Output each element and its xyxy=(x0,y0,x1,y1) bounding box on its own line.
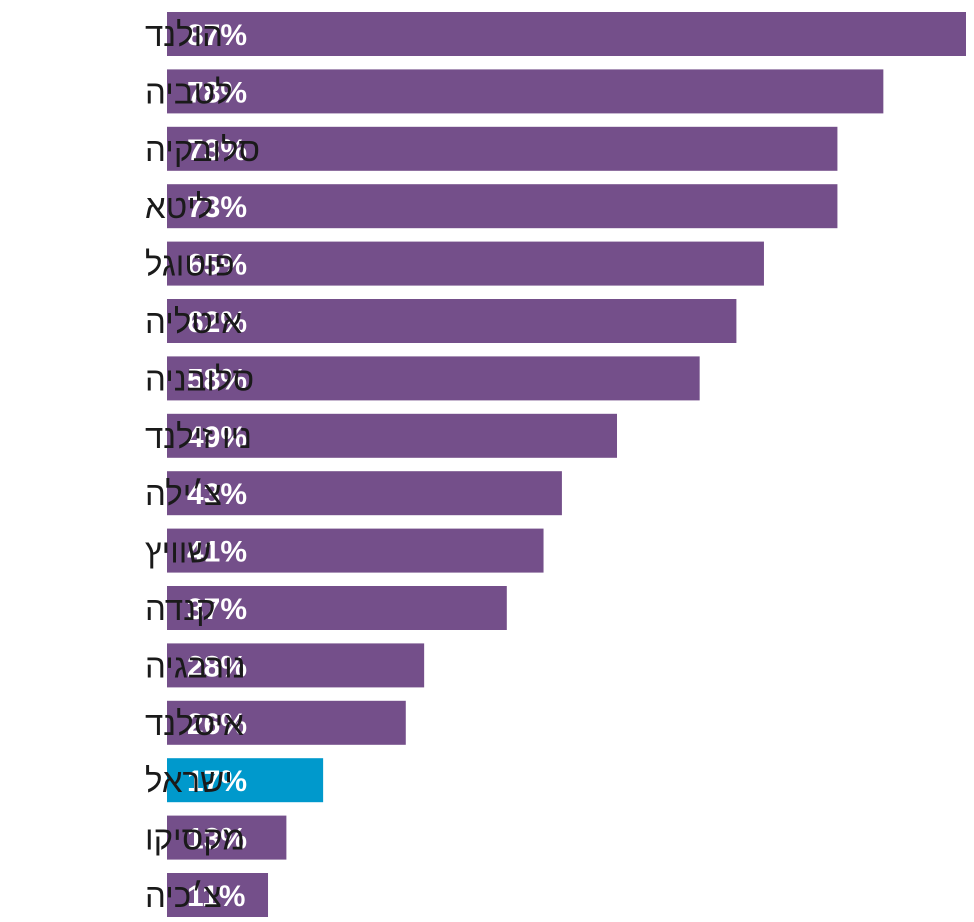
bar-12 xyxy=(167,700,406,745)
bar-7 xyxy=(167,413,618,458)
bar-14 xyxy=(167,815,287,860)
value-label-3: 73% xyxy=(187,191,247,224)
value-label-11: 28% xyxy=(187,650,247,683)
value-label-7: 49% xyxy=(187,421,247,454)
value-label-15: 11% xyxy=(187,880,245,913)
value-label-2: 73% xyxy=(187,134,247,167)
bar-9 xyxy=(167,528,544,573)
bar-11 xyxy=(167,643,425,688)
value-label-14: 13% xyxy=(187,823,247,856)
category-label-4: פוטוגל xyxy=(145,246,235,283)
value-label-13: 17% xyxy=(187,765,247,798)
category-label-1: לטביה xyxy=(145,73,233,110)
category-label-0: הולנד xyxy=(145,16,223,53)
category-label-5: איטליה xyxy=(145,303,242,340)
value-label-0: 87% xyxy=(187,19,247,52)
category-label-6: סלובניה xyxy=(145,360,254,397)
bar-2 xyxy=(167,126,838,171)
value-label-9: 41% xyxy=(187,536,247,569)
value-label-10: 37% xyxy=(187,593,247,626)
category-label-13: ישראל xyxy=(145,762,233,799)
category-label-10: קנדה xyxy=(145,590,216,627)
value-label-6: 58% xyxy=(187,363,247,396)
value-label-12: 26% xyxy=(187,708,247,741)
bar-15 xyxy=(167,873,269,917)
category-label-3: ליטא xyxy=(145,188,213,225)
value-label-8: 43% xyxy=(187,478,247,511)
category-label-15: צ׳כיה xyxy=(145,877,222,914)
category-label-11: נורבגיה xyxy=(145,647,246,684)
bar-3 xyxy=(167,184,838,229)
bar-13 xyxy=(167,758,324,803)
bar-0 xyxy=(167,12,966,56)
value-label-1: 78% xyxy=(187,76,247,109)
value-label-5: 62% xyxy=(187,306,247,339)
category-label-9: שוויץ xyxy=(145,533,211,570)
value-label-4: 65% xyxy=(187,249,247,282)
bar-5 xyxy=(167,299,737,343)
category-label-7: ניו זילנד xyxy=(145,418,252,455)
category-label-8: צ׳ילה xyxy=(145,475,222,512)
category-label-12: איסלנד xyxy=(145,705,244,742)
bar-1 xyxy=(167,69,884,114)
bar-8 xyxy=(167,471,562,516)
bar-6 xyxy=(167,356,700,401)
category-label-2: סלובקיה xyxy=(145,131,260,168)
bar-4 xyxy=(167,241,764,286)
category-label-14: מקסיקו xyxy=(145,820,245,857)
bar-10 xyxy=(167,586,507,630)
